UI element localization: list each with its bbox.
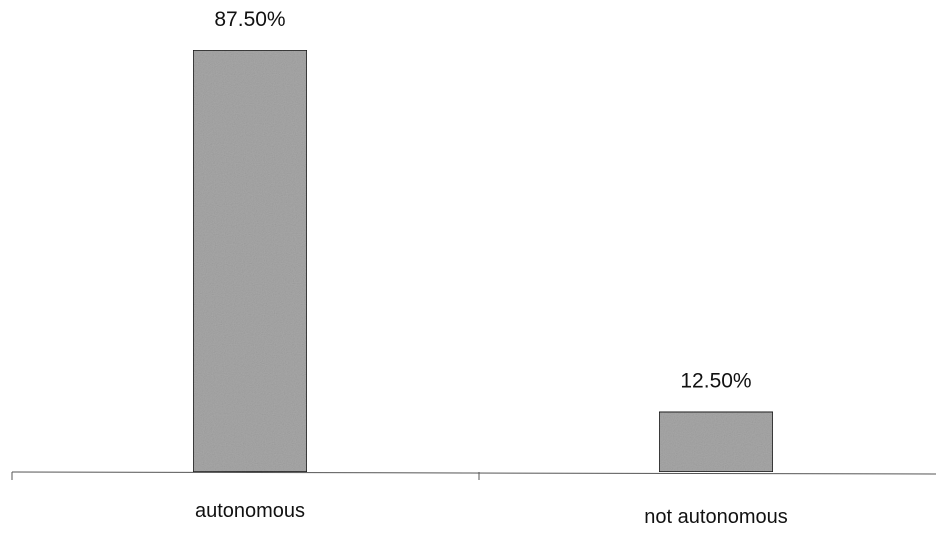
labels-layer: 87.50% autonomous 12.50% not autonomous xyxy=(195,8,788,528)
bars-layer xyxy=(192,49,774,473)
data-label: 87.50% xyxy=(214,8,285,31)
x-axis xyxy=(11,471,936,480)
x-axis-line xyxy=(11,471,936,475)
bar-autonomous xyxy=(192,49,308,473)
data-label: 12.50% xyxy=(680,370,751,393)
category-label: not autonomous xyxy=(644,506,787,528)
bar-not-autonomous xyxy=(658,410,774,473)
category-label: autonomous xyxy=(195,500,305,522)
